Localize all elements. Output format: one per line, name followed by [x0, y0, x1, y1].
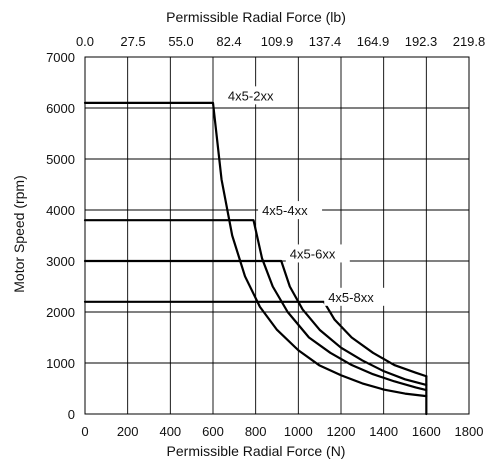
series-label: 4x5-4xx	[262, 203, 308, 218]
series-label: 4x5-6xx	[290, 246, 336, 261]
top-tick-label: 219.8	[453, 34, 486, 49]
top-axis-title: Permissible Radial Force (lb)	[166, 9, 346, 25]
top-tick-label: 0.0	[76, 34, 94, 49]
label-layer: 4x5-2xx 4x5-4xx 4x5-6xx 4x5-8xx	[223, 86, 389, 306]
x-tick-label: 200	[117, 424, 139, 439]
y-tick-label: 3000	[46, 254, 75, 269]
y-tick-label: 1000	[46, 356, 75, 371]
series-line-2	[83, 219, 428, 392]
top-tick-label: 109.9	[261, 34, 294, 49]
series-label: 4x5-2xx	[228, 88, 274, 103]
y-tick-label: 0	[68, 407, 75, 422]
series-label-background	[258, 201, 323, 220]
axis-layer: 0 200 400 600 800 1000 1200 1400 1600 1800 0 1000 20…	[46, 34, 485, 439]
series-label: 4x5-8xx	[328, 290, 374, 305]
series-label-background	[285, 244, 350, 263]
x-axis-title: Permissible Radial Force (N)	[167, 443, 346, 459]
x-tick-label: 0	[81, 424, 88, 439]
top-tick-label: 192.3	[405, 34, 438, 49]
top-tick-label: 55.0	[168, 34, 193, 49]
y-tick-label: 7000	[46, 50, 75, 65]
y-tick-label: 2000	[46, 305, 75, 320]
x-tick-label: 800	[245, 424, 267, 439]
top-tick-label: 164.9	[357, 34, 390, 49]
x-tick-label: 1200	[327, 424, 356, 439]
series-label-background	[324, 287, 389, 306]
top-tick-label: 82.4	[216, 34, 241, 49]
y-tick-label: 5000	[46, 152, 75, 167]
y-tick-label: 4000	[46, 203, 75, 218]
plot-area	[84, 56, 470, 415]
x-tick-label: 400	[159, 424, 181, 439]
x-tick-label: 600	[202, 424, 224, 439]
series-label-background	[223, 86, 288, 105]
x-tick-label: 1400	[369, 424, 398, 439]
x-tick-label: 1800	[455, 424, 484, 439]
series-line-1	[83, 101, 428, 398]
grid-layer	[84, 56, 470, 415]
top-tick-label: 137.4	[309, 34, 342, 49]
x-tick-label: 1000	[284, 424, 313, 439]
x-tick-label: 1600	[412, 424, 441, 439]
series-line-3	[83, 259, 428, 387]
top-tick-label: 27.5	[120, 34, 145, 49]
y-tick-label: 6000	[46, 101, 75, 116]
y-axis-title: Motor Speed (rpm)	[11, 175, 27, 292]
